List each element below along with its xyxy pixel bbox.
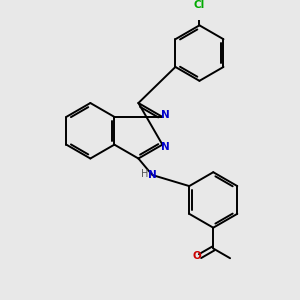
Text: N: N xyxy=(148,170,157,180)
Text: O: O xyxy=(193,251,202,261)
Text: N: N xyxy=(161,142,170,152)
Text: H: H xyxy=(141,169,148,178)
Text: Cl: Cl xyxy=(194,0,205,11)
Text: N: N xyxy=(161,110,170,120)
